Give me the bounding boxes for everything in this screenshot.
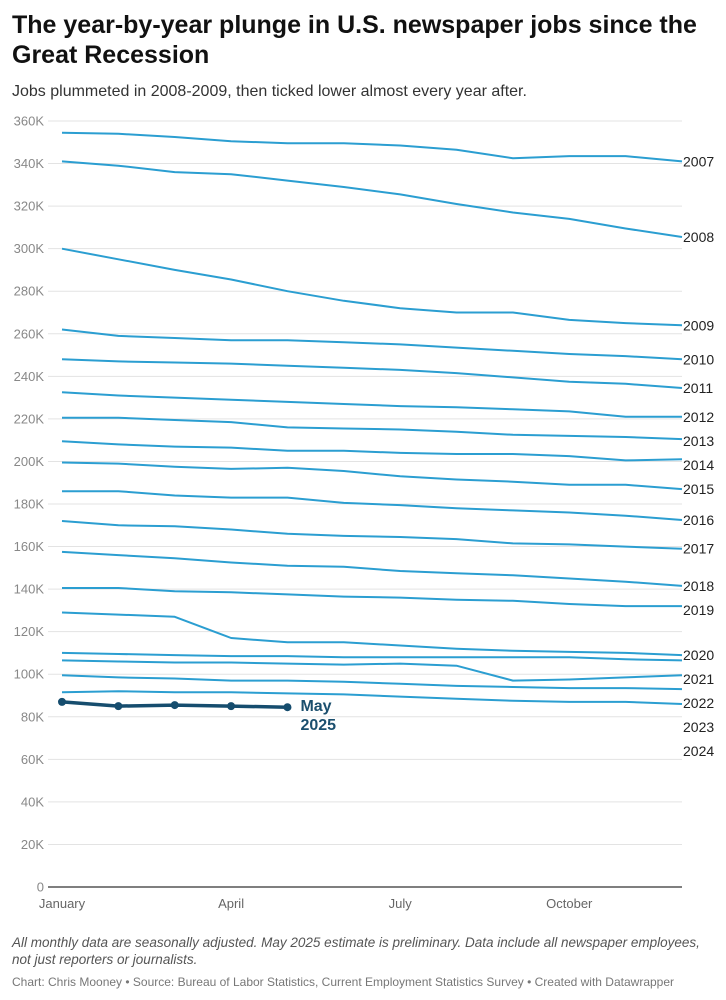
series-labels: 2007 2008 2009 2010 2011 2012 2013 2014 2015 2016… <box>683 153 714 759</box>
y-tick-label: 20K <box>21 837 44 852</box>
y-tick-label: 160K <box>14 539 45 554</box>
series-line-2011 <box>61 358 683 389</box>
series-label-2016: 2016 <box>683 512 714 528</box>
series-label-2008: 2008 <box>683 229 714 245</box>
series-label-2021: 2021 <box>683 671 714 687</box>
series-line-2014 <box>61 440 683 462</box>
series-label-2009: 2009 <box>683 317 714 333</box>
series-line-2007 <box>61 131 683 163</box>
chart-credits: Chart: Chris Mooney • Source: Bureau of … <box>12 975 675 989</box>
point-2025 <box>283 703 292 712</box>
y-tick-label: 120K <box>14 624 45 639</box>
series-label-2007: 2007 <box>683 153 714 169</box>
series-label-2017: 2017 <box>683 541 714 557</box>
point-2025 <box>227 702 236 711</box>
y-tick-label: 40K <box>21 794 44 809</box>
series-line-2015 <box>61 461 683 491</box>
y-tick-label: 300K <box>14 241 45 256</box>
series-label-2013: 2013 <box>683 433 714 449</box>
series-line-2023 <box>61 674 683 691</box>
y-tick-label: 240K <box>14 369 45 384</box>
y-tick-label: 280K <box>14 284 45 299</box>
series-label-2010: 2010 <box>683 351 714 367</box>
series-line-2024 <box>61 690 683 705</box>
y-tick-label: 320K <box>14 199 45 214</box>
x-axis-ticks: January April July October <box>39 896 593 911</box>
series-label-2018: 2018 <box>683 578 714 594</box>
series-line-2019 <box>62 587 682 608</box>
series-line-2022 <box>61 659 683 682</box>
highlight-series: May 2025 <box>58 697 336 734</box>
y-tick-label: 80K <box>21 709 44 724</box>
series-label-2020: 2020 <box>683 647 714 663</box>
series-line-2013 <box>62 416 683 441</box>
chart-title: The year-by-year plunge in U.S. newspape… <box>12 11 697 69</box>
x-tick-label: July <box>389 896 413 911</box>
series-label-2024: 2024 <box>683 743 714 759</box>
line-chart: 0 20K 40K 60K 80K 100K 120K 140K 160K 180K 200K 220… <box>14 114 715 912</box>
series-line-2016 <box>62 490 683 521</box>
series-label-2012: 2012 <box>683 409 714 425</box>
y-tick-label: 340K <box>14 156 45 171</box>
y-tick-label: 100K <box>14 667 45 682</box>
y-tick-label: 180K <box>14 497 45 512</box>
x-tick-label: October <box>546 896 593 911</box>
chart-notes: All monthly data are seasonally adjusted… <box>12 935 700 967</box>
point-2025 <box>58 697 66 706</box>
series-label-2022: 2022 <box>683 695 714 711</box>
chart-subtitle: Jobs plummeted in 2008-2009, then ticked… <box>12 83 527 100</box>
series-lines <box>61 131 683 705</box>
x-tick-label: April <box>218 896 244 911</box>
series-label-2014: 2014 <box>683 457 714 473</box>
highlight-label: 2025 <box>300 717 336 734</box>
series-line-2021 <box>61 651 683 662</box>
y-tick-label: 0 <box>37 880 44 895</box>
point-2025 <box>114 702 123 711</box>
x-tick-label: January <box>39 896 86 911</box>
series-line-2012 <box>61 391 682 418</box>
series-label-2015: 2015 <box>683 481 714 497</box>
point-2025 <box>170 701 179 710</box>
series-line-2017 <box>61 520 683 550</box>
highlight-label: May <box>300 698 331 715</box>
y-tick-label: 200K <box>14 454 45 469</box>
series-line-2018 <box>61 550 683 587</box>
series-label-2011: 2011 <box>683 380 713 396</box>
y-tick-label: 220K <box>14 411 45 426</box>
y-tick-label: 360K <box>14 114 45 129</box>
series-line-2020 <box>61 611 683 657</box>
series-label-2019: 2019 <box>683 602 714 618</box>
series-label-2023: 2023 <box>683 719 714 735</box>
y-tick-label: 140K <box>14 582 45 597</box>
y-tick-label: 60K <box>21 752 44 767</box>
y-tick-label: 260K <box>14 326 45 341</box>
series-line-2010 <box>61 328 683 361</box>
series-line-2008 <box>61 160 683 238</box>
series-line-2009 <box>61 247 683 327</box>
y-axis-ticks: 0 20K 40K 60K 80K 100K 120K 140K 160K 180K 200K 220… <box>14 114 45 895</box>
